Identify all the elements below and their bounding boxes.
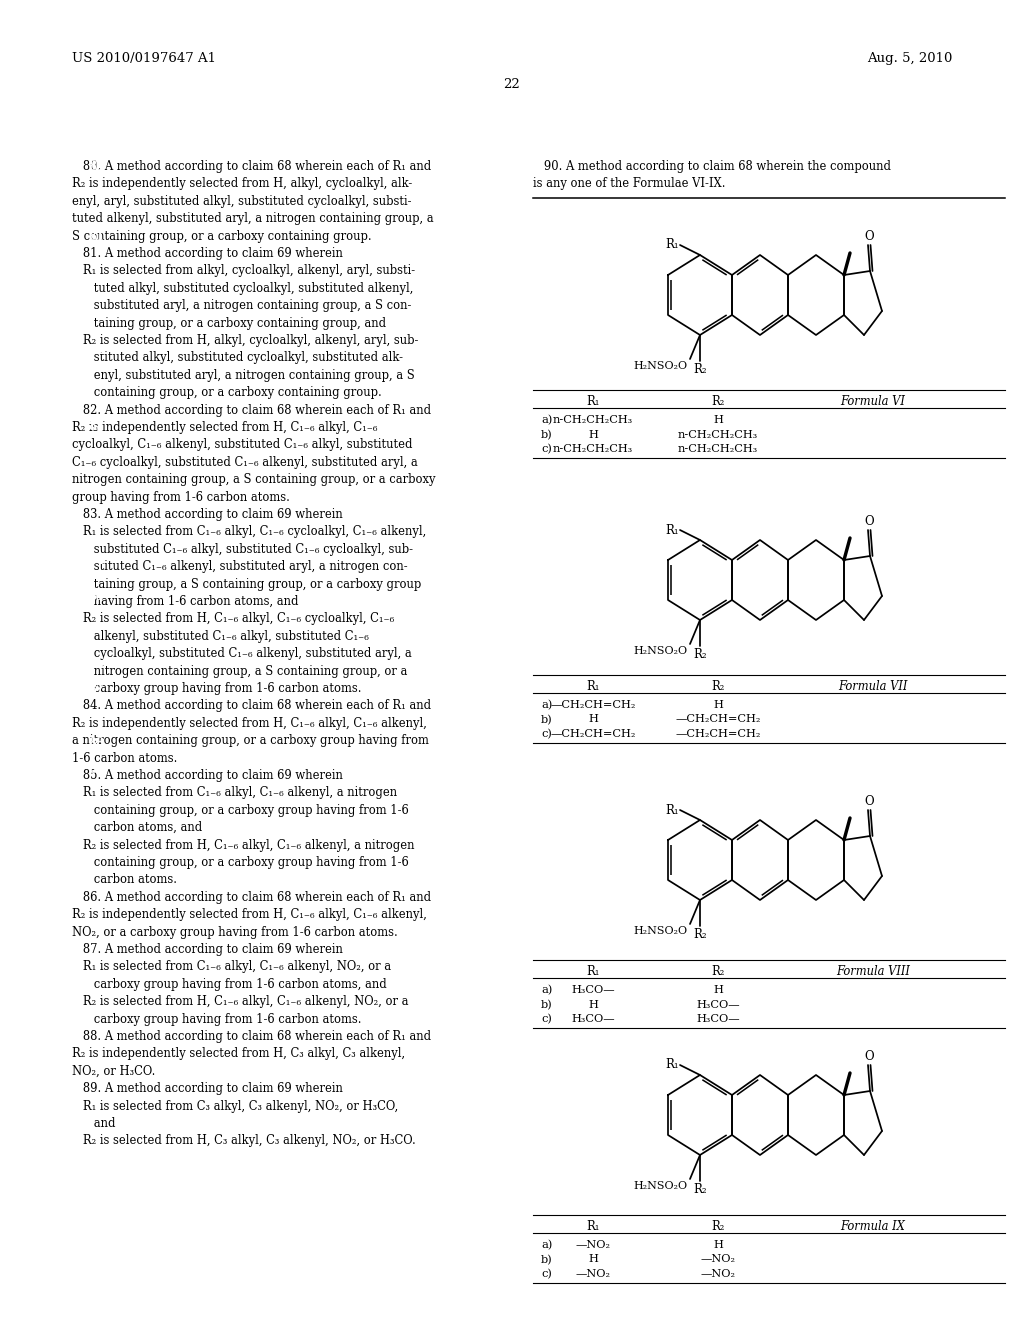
Text: c): c) <box>541 1269 552 1279</box>
Text: b): b) <box>541 429 553 440</box>
Text: 85: 85 <box>88 590 104 603</box>
Text: Aug. 5, 2010: Aug. 5, 2010 <box>866 51 952 65</box>
Text: R₁: R₁ <box>666 524 679 536</box>
Text: O: O <box>864 795 874 808</box>
Text: Formula IX: Formula IX <box>841 1220 905 1233</box>
Text: H₂NSO₂O: H₂NSO₂O <box>634 645 688 656</box>
Text: H: H <box>713 414 723 425</box>
Text: —CH₂CH=CH₂: —CH₂CH=CH₂ <box>675 714 761 725</box>
Text: b): b) <box>541 1254 553 1265</box>
Text: Formula VIII: Formula VIII <box>836 965 910 978</box>
Text: —NO₂: —NO₂ <box>700 1254 735 1265</box>
Text: c): c) <box>541 444 552 454</box>
Text: H₃CO—: H₃CO— <box>696 1014 739 1024</box>
Text: H: H <box>713 985 723 995</box>
Text: 89: 89 <box>88 763 104 776</box>
Text: H₂NSO₂O: H₂NSO₂O <box>634 360 688 371</box>
Text: a): a) <box>541 700 552 710</box>
Text: R₁: R₁ <box>666 1059 679 1072</box>
Text: ​80. A method according to claim ​68​ wherein each of R₁ and
R₂ is independently: ​80. A method according to claim ​68​ wh… <box>72 160 435 1147</box>
Text: H₃CO—: H₃CO— <box>571 985 614 995</box>
Text: Formula VII: Formula VII <box>839 680 907 693</box>
Text: —NO₂: —NO₂ <box>700 1269 735 1279</box>
Text: n-CH₂CH₂CH₃: n-CH₂CH₂CH₃ <box>678 429 758 440</box>
Text: 86: 86 <box>88 657 104 671</box>
Text: H: H <box>588 999 598 1010</box>
Text: —CH₂CH=CH₂: —CH₂CH=CH₂ <box>675 729 761 739</box>
Text: 22: 22 <box>504 78 520 91</box>
Text: R₁: R₁ <box>587 965 600 978</box>
Text: US 2010/0197647 A1: US 2010/0197647 A1 <box>72 51 216 65</box>
Text: —CH₂CH=CH₂: —CH₂CH=CH₂ <box>550 729 636 739</box>
Text: H₂NSO₂O: H₂NSO₂O <box>634 927 688 936</box>
Text: H₃CO—: H₃CO— <box>571 1014 614 1024</box>
Text: H₂NSO₂O: H₂NSO₂O <box>634 1181 688 1191</box>
Text: Formula VI: Formula VI <box>841 395 905 408</box>
Text: R₁: R₁ <box>587 395 600 408</box>
Text: R₂: R₂ <box>693 363 707 376</box>
Text: H₃CO—: H₃CO— <box>696 999 739 1010</box>
Text: 87: 87 <box>88 682 104 696</box>
Text: H: H <box>713 700 723 710</box>
Text: R₂: R₂ <box>712 1220 725 1233</box>
Text: b): b) <box>541 714 553 725</box>
Text: a): a) <box>541 1239 552 1250</box>
Text: H: H <box>588 714 598 725</box>
Text: 80: 80 <box>88 160 103 173</box>
Text: R₂: R₂ <box>693 648 707 661</box>
Text: H: H <box>713 1239 723 1250</box>
Text: 88: 88 <box>88 737 104 750</box>
Text: H: H <box>588 1254 598 1265</box>
Text: R₁: R₁ <box>666 239 679 252</box>
Text: c): c) <box>541 729 552 739</box>
Text: —NO₂: —NO₂ <box>575 1239 610 1250</box>
Text: ​90. A method according to claim ​68​ wherein the compound
is any one of the For: ​90. A method according to claim ​68​ wh… <box>534 160 891 190</box>
Text: H: H <box>588 429 598 440</box>
Text: R₂: R₂ <box>712 680 725 693</box>
Text: R₂: R₂ <box>712 965 725 978</box>
Text: n-CH₂CH₂CH₃: n-CH₂CH₂CH₃ <box>678 444 758 454</box>
Text: R₂: R₂ <box>712 395 725 408</box>
Text: O: O <box>864 515 874 528</box>
Text: R₁: R₁ <box>587 1220 600 1233</box>
Text: R₂: R₂ <box>693 1183 707 1196</box>
Text: 84: 84 <box>88 554 104 568</box>
Text: R₁: R₁ <box>587 680 600 693</box>
Text: R₂: R₂ <box>693 928 707 941</box>
Text: n-CH₂CH₂CH₃: n-CH₂CH₂CH₃ <box>553 414 633 425</box>
Text: a): a) <box>541 985 552 995</box>
Text: c): c) <box>541 1014 552 1024</box>
Text: O: O <box>864 1049 874 1063</box>
Text: —CH₂CH=CH₂: —CH₂CH=CH₂ <box>550 700 636 710</box>
Text: a): a) <box>541 414 552 425</box>
Text: 82: 82 <box>88 345 103 356</box>
Text: b): b) <box>541 999 553 1010</box>
Text: n-CH₂CH₂CH₃: n-CH₂CH₂CH₃ <box>553 444 633 454</box>
Text: —NO₂: —NO₂ <box>575 1269 610 1279</box>
Text: 83: 83 <box>88 420 103 433</box>
Text: R₁: R₁ <box>666 804 679 817</box>
Text: 81: 81 <box>88 230 104 243</box>
Text: O: O <box>864 230 874 243</box>
